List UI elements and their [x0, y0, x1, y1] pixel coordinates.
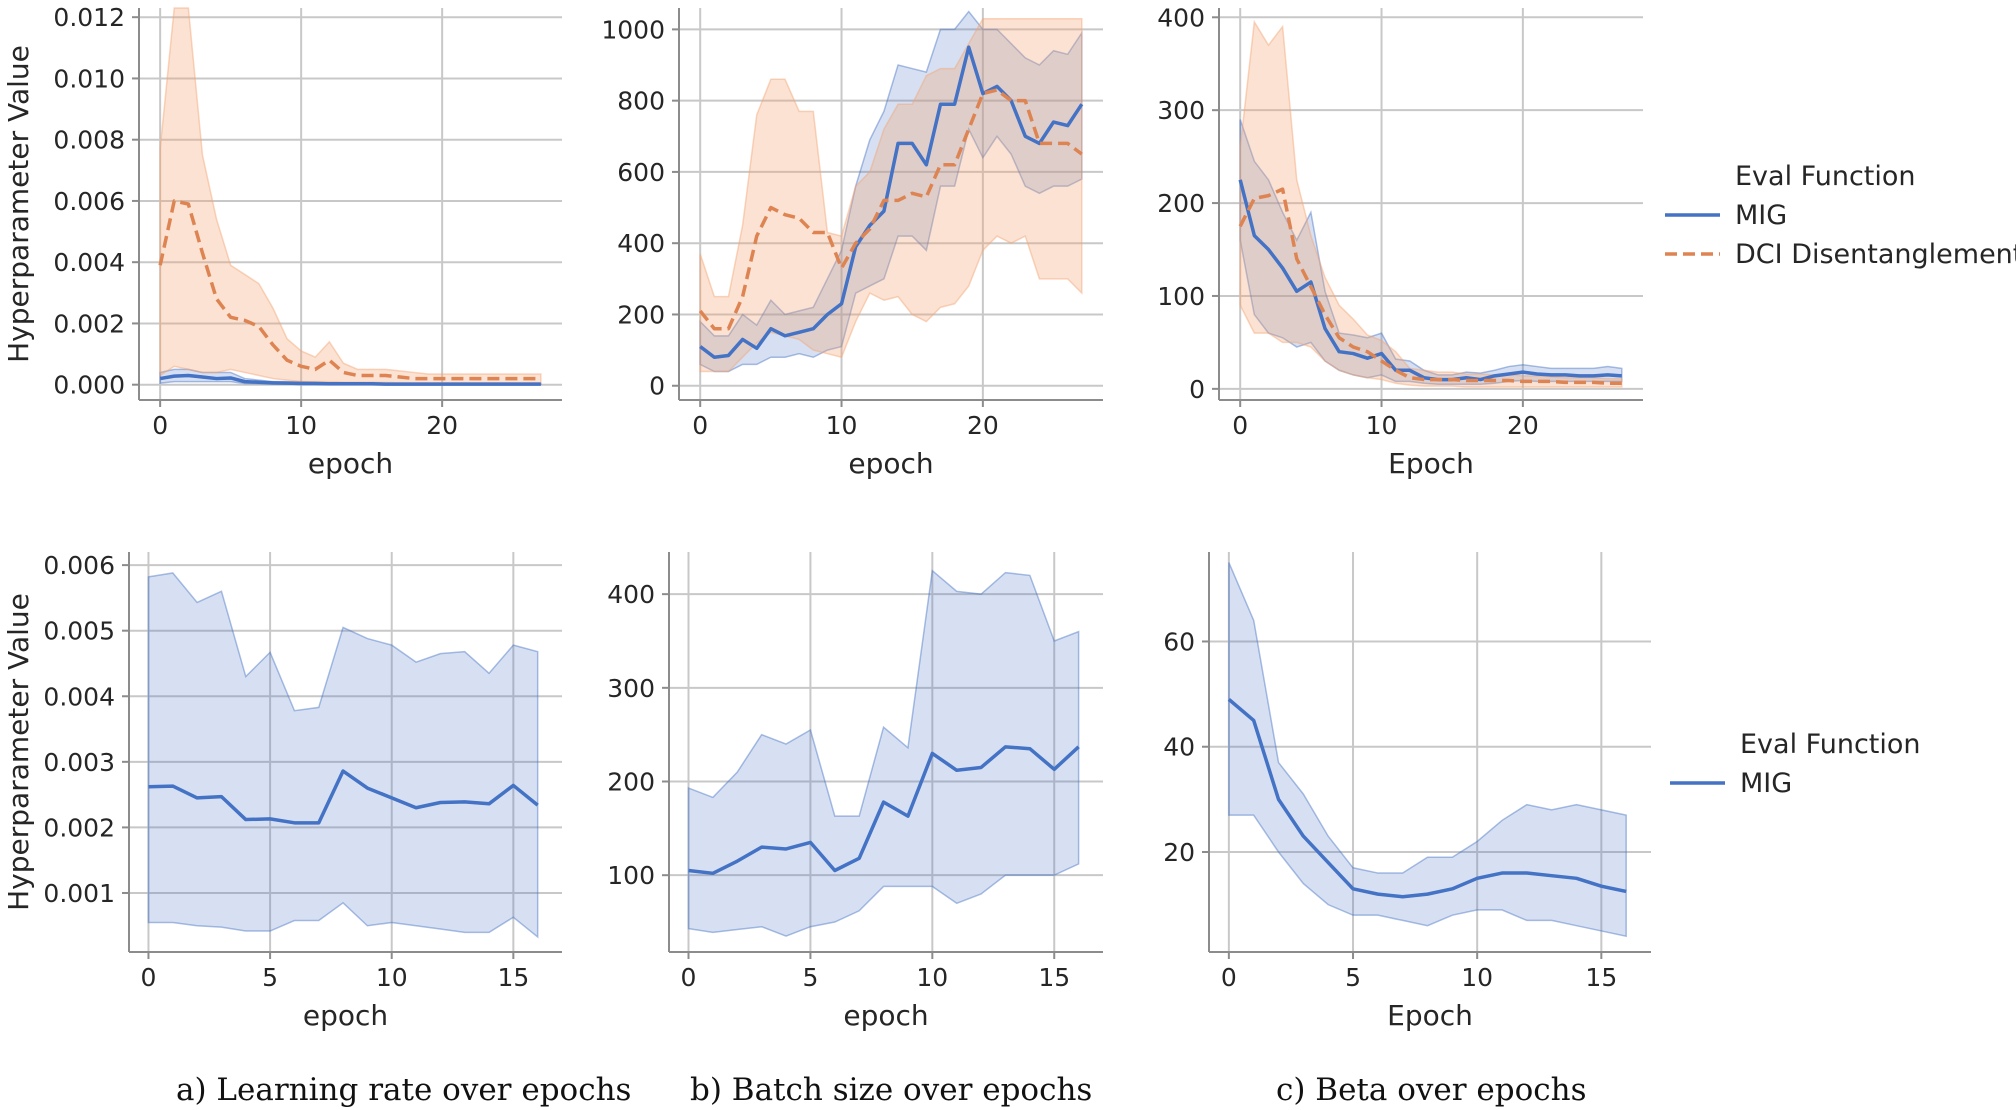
y-tick-label: 400: [607, 580, 655, 609]
confidence-band-mig: [699, 10, 1083, 373]
series-line-mig: [148, 769, 539, 825]
y-tick-label: 0.006: [43, 551, 115, 580]
y-tick-label: 1000: [601, 15, 665, 44]
legend-title: Eval Function: [1735, 161, 1916, 192]
x-tick-label: 20: [426, 411, 458, 440]
panel-1: 0 10 20 0.000 0.002 0.004 0.006 0.008 0.010 0.012…: [2, 3, 562, 480]
y-tick-label: 60: [1163, 627, 1195, 656]
y-tick-label: 0.012: [53, 3, 125, 32]
confidence-band-mig: [687, 569, 1080, 937]
x-tick-label: 20: [967, 411, 999, 440]
x-tick-label: 10: [376, 963, 408, 992]
legend-entry: DCI Disentanglement: [1735, 239, 2016, 270]
x-tick-label: 5: [262, 963, 278, 992]
x-tick-label: 0: [681, 963, 697, 992]
caption-c: c) Beta over epochs: [1276, 1072, 1587, 1108]
y-tick-label: 0.002: [53, 309, 125, 338]
confidence-band-mig: [1228, 562, 1627, 938]
series-line-mig: [699, 45, 1084, 359]
x-tick-label: 10: [916, 963, 948, 992]
y-tick-label: 400: [1157, 3, 1205, 32]
y-tick-label: 0.004: [53, 248, 125, 277]
y-axis-label: Hyperparameter Value: [2, 45, 35, 363]
y-tick-label: 400: [617, 229, 665, 258]
y-tick-label: 0.002: [43, 813, 115, 842]
y-tick-label: 40: [1163, 733, 1195, 762]
y-tick-label: 20: [1163, 838, 1195, 867]
x-tick-label: 15: [1038, 963, 1070, 992]
panel-5: 0 5 10 15 100 200 300 400 epoch: [607, 552, 1103, 1032]
y-tick-label: 200: [1157, 189, 1205, 218]
y-tick-label: 800: [617, 87, 665, 116]
x-axis-label: Epoch: [1388, 447, 1474, 480]
y-tick-label: 0.010: [53, 64, 125, 93]
x-tick-label: 5: [1345, 963, 1361, 992]
y-tick-label: 600: [617, 158, 665, 187]
x-tick-label: 15: [497, 963, 529, 992]
confidence-band-mig: [1239, 119, 1623, 385]
x-tick-label: 10: [826, 411, 858, 440]
y-tick-label: 100: [607, 861, 655, 890]
y-tick-label: 0.003: [43, 748, 115, 777]
series-line-dci: [1238, 187, 1622, 386]
series-line-mig: [159, 373, 541, 386]
x-axis-label: epoch: [848, 447, 933, 480]
y-tick-label: 0.006: [53, 187, 125, 216]
series-line-mig: [688, 745, 1080, 876]
x-tick-label: 0: [141, 963, 157, 992]
y-tick-label: 300: [1157, 96, 1205, 125]
confidence-band-dci: [699, 17, 1083, 373]
x-tick-label: 10: [285, 411, 317, 440]
y-tick-label: 0.001: [43, 879, 115, 908]
caption-a: a) Learning rate over epochs: [176, 1072, 632, 1108]
x-axis-label: Epoch: [1387, 999, 1473, 1032]
y-tick-label: 100: [1157, 282, 1205, 311]
series-line-dci: [698, 88, 1083, 331]
y-tick-label: 0: [649, 372, 665, 401]
y-tick-label: 0.004: [43, 682, 115, 711]
panel-6: 0 5 10 15 20 40 60 Epoch: [1163, 552, 1651, 1032]
x-tick-label: 10: [1366, 411, 1398, 440]
legend-entry: MIG: [1735, 200, 1787, 231]
y-tick-label: 0.008: [53, 126, 125, 155]
confidence-band-mig: [147, 572, 539, 939]
y-tick-label: 0.005: [43, 617, 115, 646]
x-tick-label: 0: [1221, 963, 1237, 992]
legend-1: Eval Function MIG DCI Disentanglement: [1665, 161, 2016, 270]
x-tick-label: 0: [1232, 411, 1248, 440]
legend-entry: MIG: [1740, 768, 1792, 799]
x-axis-label: epoch: [843, 999, 928, 1032]
y-tick-label: 200: [607, 768, 655, 797]
series-line-dci: [158, 199, 541, 381]
series-line-mig: [1227, 698, 1627, 899]
y-axis-label: Hyperparameter Value: [2, 593, 35, 911]
x-tick-label: 5: [802, 963, 818, 992]
caption-b: b) Batch size over epochs: [690, 1072, 1093, 1108]
x-axis-label: epoch: [303, 999, 388, 1032]
x-tick-label: 0: [152, 411, 168, 440]
x-tick-label: 0: [692, 411, 708, 440]
x-tick-label: 10: [1461, 963, 1493, 992]
y-tick-label: 0: [1189, 375, 1205, 404]
confidence-band-dci: [1239, 19, 1623, 388]
x-tick-label: 20: [1507, 411, 1539, 440]
y-tick-label: 0.000: [53, 371, 125, 400]
panel-4: 0 5 10 15 0.001 0.002 0.003 0.004 0.005 0.006 epoc…: [2, 551, 562, 1032]
legend-title: Eval Function: [1740, 729, 1921, 760]
legend-2: Eval Function MIG: [1670, 729, 1921, 799]
y-tick-label: 200: [617, 300, 665, 329]
x-axis-label: epoch: [308, 447, 393, 480]
x-tick-label: 15: [1585, 963, 1617, 992]
y-tick-label: 300: [607, 674, 655, 703]
confidence-band-dci: [159, 7, 542, 384]
